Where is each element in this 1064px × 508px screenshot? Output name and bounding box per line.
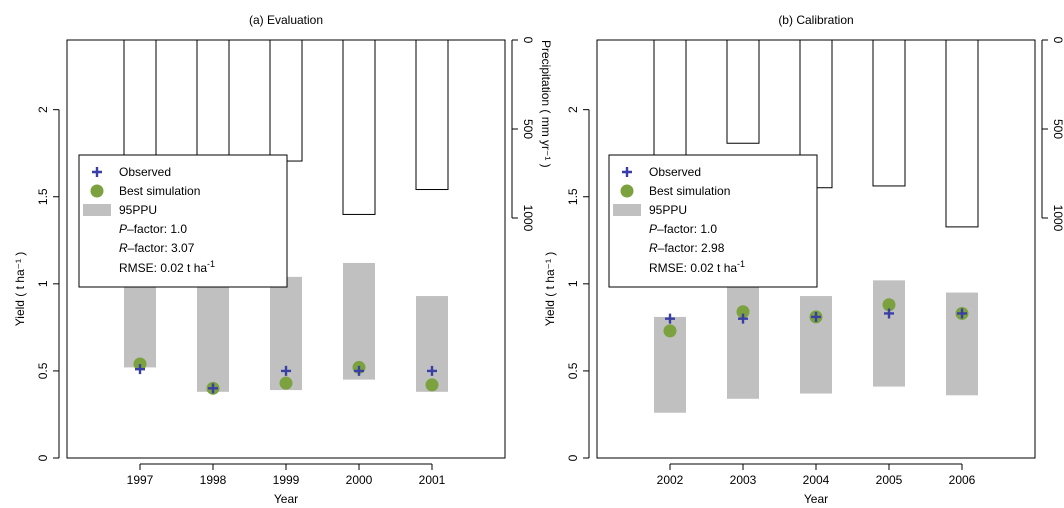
panel-title: (b) Calibration [778,13,853,27]
legend-observed-label: Observed [119,165,171,179]
observed-point [354,365,364,376]
y2-axis-label: Precipitation ( mm yr⁻¹ ) [539,40,553,168]
y2-tick-label: 500 [1051,119,1064,139]
y-axis-label: Yield ( t ha⁻¹ ) [543,252,557,327]
observed-point [957,308,967,319]
x-tick-label: 2002 [657,473,684,487]
observed-point [811,311,821,322]
y2-tick-label: 500 [521,119,535,139]
y-tick-label: 1 [566,280,580,287]
y2-tick-label: 0 [521,37,535,44]
ppu-bar [343,262,375,380]
legend-best-symbol [90,184,104,198]
panel-title: (a) Evaluation [249,13,323,27]
legend-rmse: RMSE: 0.02 t ha-1 [119,259,215,275]
observed-point [884,308,894,319]
panel-calibration: (b) Calibration 0 0.5 1 1.5 2 Yield ( t ha⁻¹ )… [543,13,1064,506]
legend-box [78,154,288,288]
x-axis-label: Year [804,492,828,506]
y-tick-label: 0.5 [566,362,580,379]
legend-observed-symbol [92,167,102,177]
ppu-bar [873,280,905,387]
y-tick-label: 0 [566,454,580,461]
best-simulation-point [736,305,750,319]
y-tick-label: 0.5 [36,362,50,379]
panel-evaluation: (a) Evaluation 0 0.5 1 1.5 2 Yield ( t ha⁻¹ ) 0… [13,13,553,506]
y2-tick-label: 0 [1051,37,1064,44]
observed-point [135,364,145,375]
x-tick-label: 1997 [127,473,154,487]
best-simulation-point [133,357,147,371]
legend-ppu-symbol [613,204,641,216]
precip-bar [653,39,687,173]
x-tick-label: 1998 [200,473,227,487]
best-simulation-point [882,298,896,312]
legend-observed-label: Observed [649,165,701,179]
ppu-bar [727,285,759,399]
legend-ppu-label: 95PPU [649,203,687,217]
x-tick-label: 1999 [273,473,300,487]
y-tick-label: 1 [36,280,50,287]
ppu-bar [197,287,229,392]
observed-point [665,313,675,324]
y2-tick-label: 1000 [521,205,535,232]
legend-box [608,154,818,288]
y2-tick-label: 1000 [1051,205,1064,232]
y-tick-label: 1.5 [36,188,50,205]
precip-bar [945,39,979,228]
legend-rmse: RMSE: 0.02 t ha-1 [649,259,745,275]
best-simulation-point [425,378,439,392]
observed-point [427,365,437,376]
legend-ppu-symbol [83,204,111,216]
legend-p-factor: P–factor: 1.0 [649,222,717,236]
y-tick-label: 2 [566,106,580,113]
best-simulation-point [663,324,677,338]
precip-bar [269,39,303,162]
x-tick-label: 2006 [949,473,976,487]
precip-bar [872,39,906,187]
observed-point [208,383,218,394]
x-tick-label: 2003 [730,473,757,487]
precip-bar [726,39,760,144]
best-simulation-point [279,376,293,390]
legend-best-label: Best simulation [119,184,200,198]
precip-bar [342,39,376,215]
legend-p-factor: P–factor: 1.0 [119,222,187,236]
y-tick-label: 0 [36,454,50,461]
x-tick-label: 2001 [419,473,446,487]
y-tick-label: 2 [36,106,50,113]
x-tick-label: 2000 [346,473,373,487]
legend-r-factor: R–factor: 3.07 [119,241,195,255]
observed-point [738,313,748,324]
observed-point [281,365,291,376]
ppu-bar [416,296,448,392]
y-axis-label: Yield ( t ha⁻¹ ) [13,252,27,327]
x-axis-label: Year [274,492,298,506]
legend-best-label: Best simulation [649,184,730,198]
legend-ppu-label: 95PPU [119,203,157,217]
legend-best-symbol [620,184,634,198]
legend-r-factor: R–factor: 2.98 [649,241,725,255]
precip-bar [415,39,449,191]
legend-observed-symbol [622,167,632,177]
y-tick-label: 1.5 [566,188,580,205]
x-tick-label: 2004 [803,473,830,487]
x-tick-label: 2005 [876,473,903,487]
